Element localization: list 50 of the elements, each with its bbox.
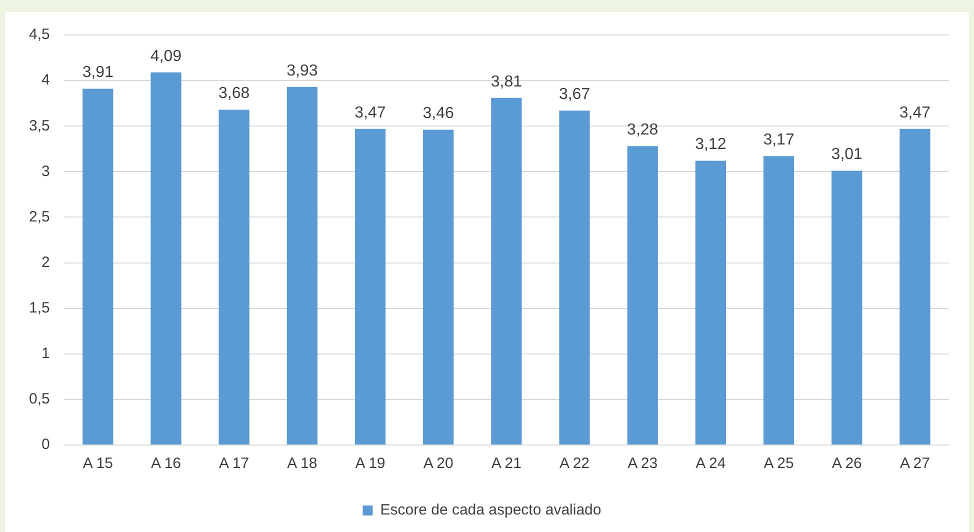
data-label: 4,09 <box>150 48 182 65</box>
bar <box>82 88 114 444</box>
x-tick-label: A 27 <box>900 455 930 472</box>
bar <box>423 130 454 444</box>
x-tick-label: A 26 <box>832 455 862 472</box>
bar <box>900 128 930 444</box>
x-tick-label: A 18 <box>287 455 318 472</box>
x-tick-label: A 20 <box>423 455 454 472</box>
legend-label: Escore de cada aspecto avaliado <box>380 502 602 519</box>
bar <box>695 160 726 444</box>
bar <box>832 170 862 444</box>
x-tick-label: A 15 <box>82 455 113 472</box>
x-tick-label: A 22 <box>560 455 590 472</box>
y-tick-label: 0 <box>42 436 50 454</box>
y-tick-label: 1,5 <box>28 299 50 316</box>
bar <box>286 86 318 444</box>
data-label: 3,68 <box>218 85 250 102</box>
bar <box>218 110 250 444</box>
bar <box>354 128 386 444</box>
y-tick-label: 1 <box>42 345 50 362</box>
data-label: 3,47 <box>354 104 386 122</box>
y-tick-label: 2 <box>42 254 50 271</box>
y-tick-label: 4,5 <box>28 26 50 44</box>
x-tick-label: A 19 <box>355 455 386 472</box>
bar <box>627 146 658 444</box>
y-tick-label: 3 <box>42 162 50 180</box>
x-tick-label: A 23 <box>628 455 658 472</box>
data-label: 3,46 <box>422 105 454 122</box>
bar <box>150 72 182 444</box>
data-label: 3,93 <box>286 62 318 80</box>
data-label: 3,01 <box>831 146 863 164</box>
data-label: 3,12 <box>695 136 726 154</box>
y-tick-label: 2,5 <box>28 208 50 226</box>
x-tick-label: A 21 <box>491 455 522 472</box>
data-label: 3,47 <box>899 104 931 122</box>
x-tick-label: A 16 <box>150 455 181 472</box>
x-tick-label: A 17 <box>219 455 250 472</box>
x-tick-label: A 25 <box>764 455 794 472</box>
bar <box>559 110 590 444</box>
bar <box>491 98 522 444</box>
data-label: 3,91 <box>82 64 114 82</box>
bar <box>763 156 794 444</box>
y-tick-label: 3,5 <box>28 117 50 134</box>
y-tick-label: 4 <box>42 72 50 89</box>
data-label: 3,67 <box>558 86 590 104</box>
data-label: 3,81 <box>490 73 522 90</box>
y-tick-label: 0,5 <box>28 390 50 408</box>
x-tick-label: A 24 <box>696 455 726 472</box>
data-label: 3,28 <box>627 122 658 139</box>
data-label: 3,17 <box>763 132 794 149</box>
